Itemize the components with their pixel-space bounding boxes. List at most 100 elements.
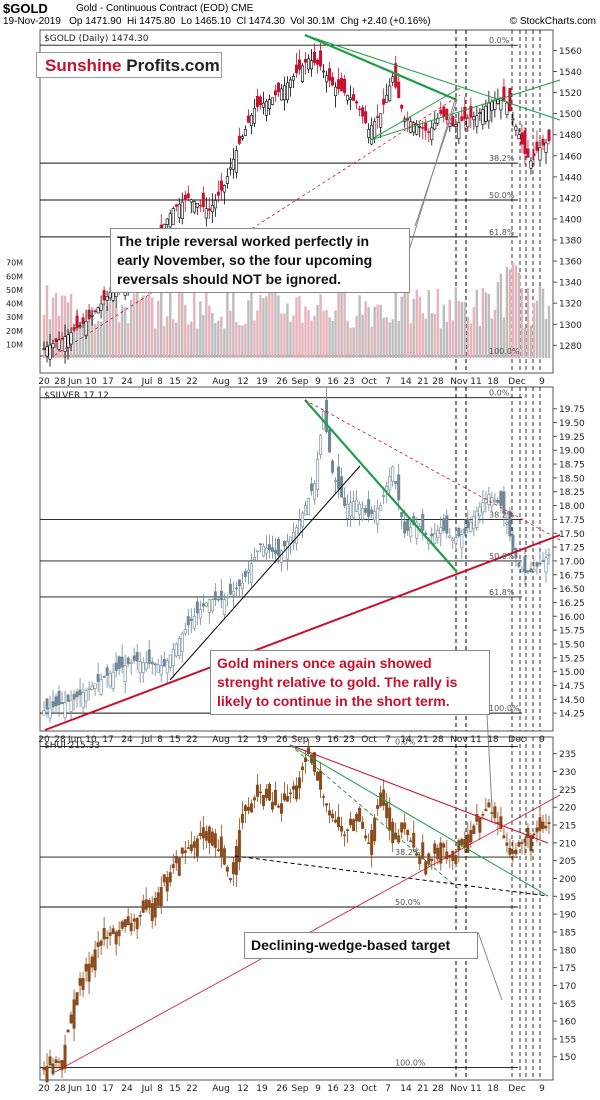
x-axis-label: Aug — [212, 1084, 230, 1094]
candle-body — [63, 702, 67, 719]
candle-body — [520, 842, 524, 844]
candle-body — [526, 148, 530, 158]
candle-body — [361, 508, 365, 520]
candle-body — [192, 615, 196, 629]
candle-body — [457, 840, 461, 851]
candle-body — [246, 806, 250, 811]
candle-body — [355, 499, 359, 512]
volume-bar — [262, 298, 265, 358]
candle-body — [346, 829, 350, 831]
candle-body — [210, 599, 214, 612]
candle-body — [301, 766, 305, 771]
volume-bar — [129, 299, 133, 358]
volume-bar — [205, 288, 208, 358]
candle-body — [234, 587, 238, 590]
volume-bar — [547, 306, 551, 358]
candle-body — [394, 63, 398, 88]
volume-bar — [280, 313, 283, 358]
x-axis-label: 18 — [487, 377, 499, 387]
candle-body — [291, 532, 295, 543]
x-axis-label: Nov — [450, 1084, 468, 1094]
candle-body — [460, 116, 464, 122]
candle-body — [430, 858, 434, 862]
candle-body — [171, 208, 175, 225]
candle-body — [319, 50, 323, 67]
x-axis-label: 19 — [256, 377, 268, 387]
volume-tick-label: 70M — [6, 259, 23, 268]
candle-body — [132, 655, 136, 661]
candle-body — [219, 590, 223, 600]
y-tick-label: 16.50 — [559, 585, 585, 595]
candle-body — [352, 94, 356, 101]
candle-body — [538, 562, 542, 565]
volume-bar — [448, 299, 452, 358]
x-axis-label: 9 — [315, 377, 321, 387]
candle-body — [517, 134, 521, 140]
candle-body — [114, 931, 118, 945]
candle-body — [264, 788, 268, 798]
candle-body — [361, 821, 365, 829]
candle-body — [421, 842, 425, 860]
candle-body — [334, 480, 338, 482]
candle-body — [141, 661, 145, 673]
candle-body — [174, 643, 178, 657]
x-axis-label: Sep — [292, 1084, 309, 1094]
candle-body — [490, 101, 494, 111]
volume-bar — [481, 287, 485, 358]
candle-body — [117, 929, 121, 937]
candle-body — [45, 698, 49, 710]
candle-body — [48, 1056, 52, 1066]
volume-bar — [478, 325, 482, 358]
candle-body — [165, 660, 169, 674]
volume-bar — [322, 310, 325, 358]
y-tick-label: 190 — [559, 911, 576, 921]
x-axis-label: 17 — [102, 735, 113, 745]
candle-body — [96, 674, 100, 682]
volume-bar — [418, 296, 421, 358]
candle-body — [60, 1060, 64, 1071]
volume-bar — [541, 288, 545, 358]
candle-body — [523, 556, 527, 573]
x-axis-label: 22 — [186, 735, 197, 745]
candle-body — [463, 106, 467, 120]
candle-body — [87, 687, 91, 690]
volume-bar — [475, 289, 479, 358]
y-tick-label: 1480 — [559, 131, 582, 141]
volume-bar — [145, 296, 148, 358]
candle-body — [261, 545, 265, 557]
volume-bar — [117, 322, 121, 358]
candle-body — [153, 663, 157, 666]
volume-bar — [108, 302, 112, 358]
candle-body — [343, 497, 347, 506]
volume-bar — [274, 287, 277, 358]
candle-body — [439, 527, 443, 534]
candle-body — [243, 129, 247, 136]
silver-annotation: Gold miners once again showed strenght r… — [210, 650, 490, 715]
candle-body — [433, 843, 437, 854]
volume-bar — [105, 306, 109, 358]
candle-body — [201, 192, 205, 208]
y-tick-label: 17.25 — [559, 544, 585, 554]
candle-body — [496, 821, 500, 824]
candle-body — [478, 112, 482, 114]
y-tick-label: 18.00 — [559, 502, 585, 512]
volume-bar — [427, 290, 430, 358]
candle-body — [288, 792, 292, 795]
candle-body — [373, 121, 377, 138]
volume-bar — [445, 322, 448, 358]
candle-body — [529, 568, 533, 573]
candle-body — [135, 652, 139, 662]
candle-body — [270, 97, 274, 105]
y-tick-label: 1500 — [559, 110, 582, 120]
candle-body — [66, 1029, 70, 1033]
candle-body — [222, 848, 226, 865]
volume-bar — [313, 315, 316, 358]
x-axis-label: 28 — [432, 1084, 444, 1094]
x-axis-label: 20 — [38, 735, 50, 745]
volume-bar — [403, 285, 406, 358]
y-tick-label: 16.75 — [559, 571, 585, 581]
volume-bar — [382, 317, 385, 358]
candle-body — [54, 696, 58, 707]
y-tick-label: 16.00 — [559, 613, 585, 623]
